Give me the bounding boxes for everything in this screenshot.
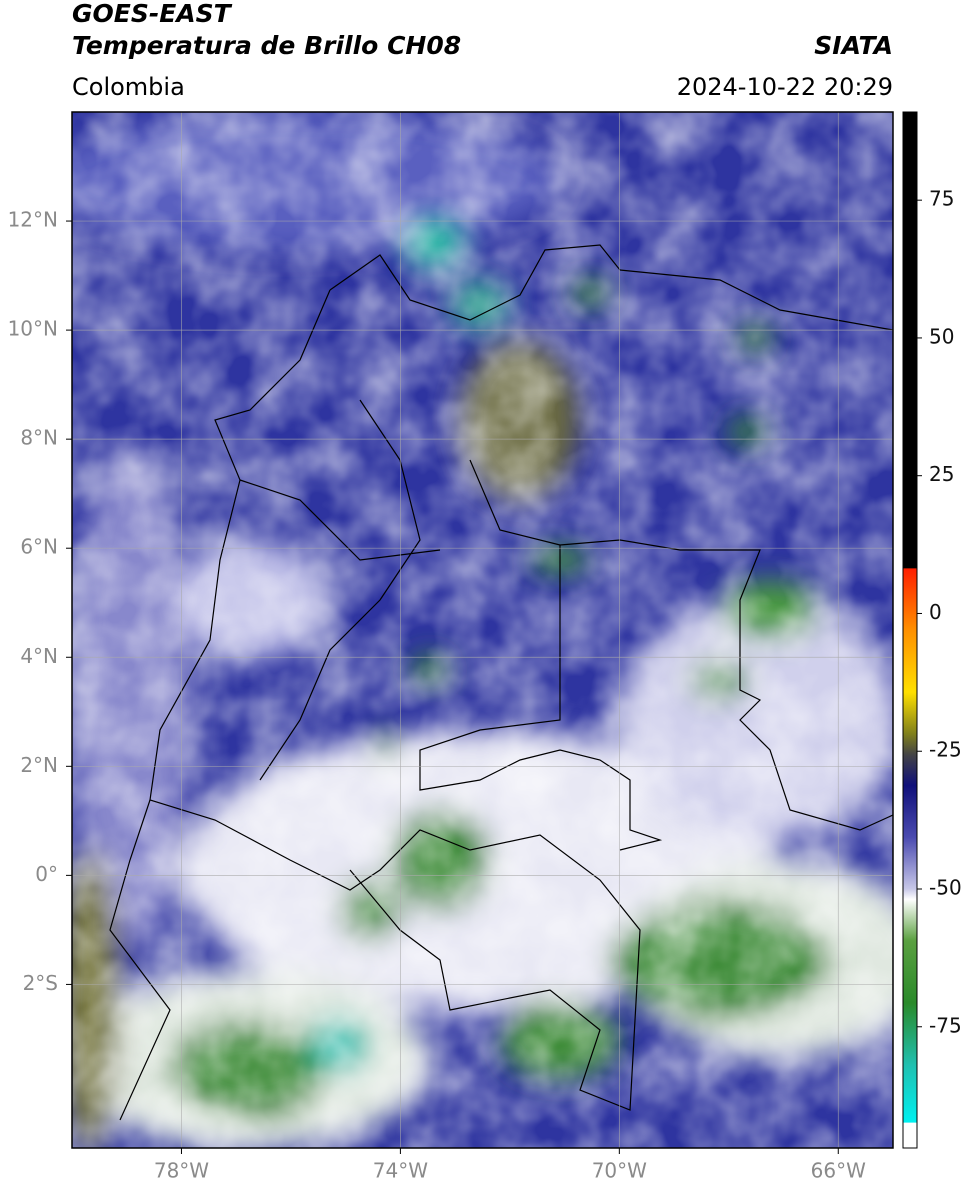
colorbar-tick-label: 50 <box>929 324 954 348</box>
source: SIATA <box>814 31 893 60</box>
title-satellite: GOES-EAST <box>72 0 233 28</box>
colorbar-tick-label: 0 <box>929 600 942 624</box>
x-tick-label: 74°W <box>373 1159 428 1183</box>
y-tick-label: 8°N <box>20 426 58 450</box>
colorbar <box>902 111 918 1149</box>
y-tick-label: 2°S <box>23 971 58 995</box>
satellite-image <box>72 112 893 1148</box>
colorbar-tick-label: -25 <box>929 738 962 762</box>
colorbar-tick-label: -50 <box>929 876 962 900</box>
x-tick-label: 70°W <box>592 1159 647 1183</box>
y-tick-label: 4°N <box>20 644 58 668</box>
datetime: 2024-10-22 20:29 <box>677 73 893 101</box>
colorbar-tick-label: 75 <box>929 187 954 211</box>
y-tick-label: 2°N <box>20 753 58 777</box>
y-tick-label: 12°N <box>8 208 58 232</box>
y-tick-label: 10°N <box>8 317 58 341</box>
region: Colombia <box>72 73 185 101</box>
colorbar-tick-label: -75 <box>929 1013 962 1037</box>
title-product: Temperatura de Brillo CH08 <box>72 31 461 60</box>
map-frame <box>71 111 894 1149</box>
x-tick-label: 66°W <box>811 1159 866 1183</box>
x-tick-label: 78°W <box>154 1159 209 1183</box>
grid <box>72 112 893 1148</box>
y-tick-label: 6°N <box>20 535 58 559</box>
y-tick-label: 0° <box>35 862 58 886</box>
colorbar-tick-label: 25 <box>929 462 954 486</box>
